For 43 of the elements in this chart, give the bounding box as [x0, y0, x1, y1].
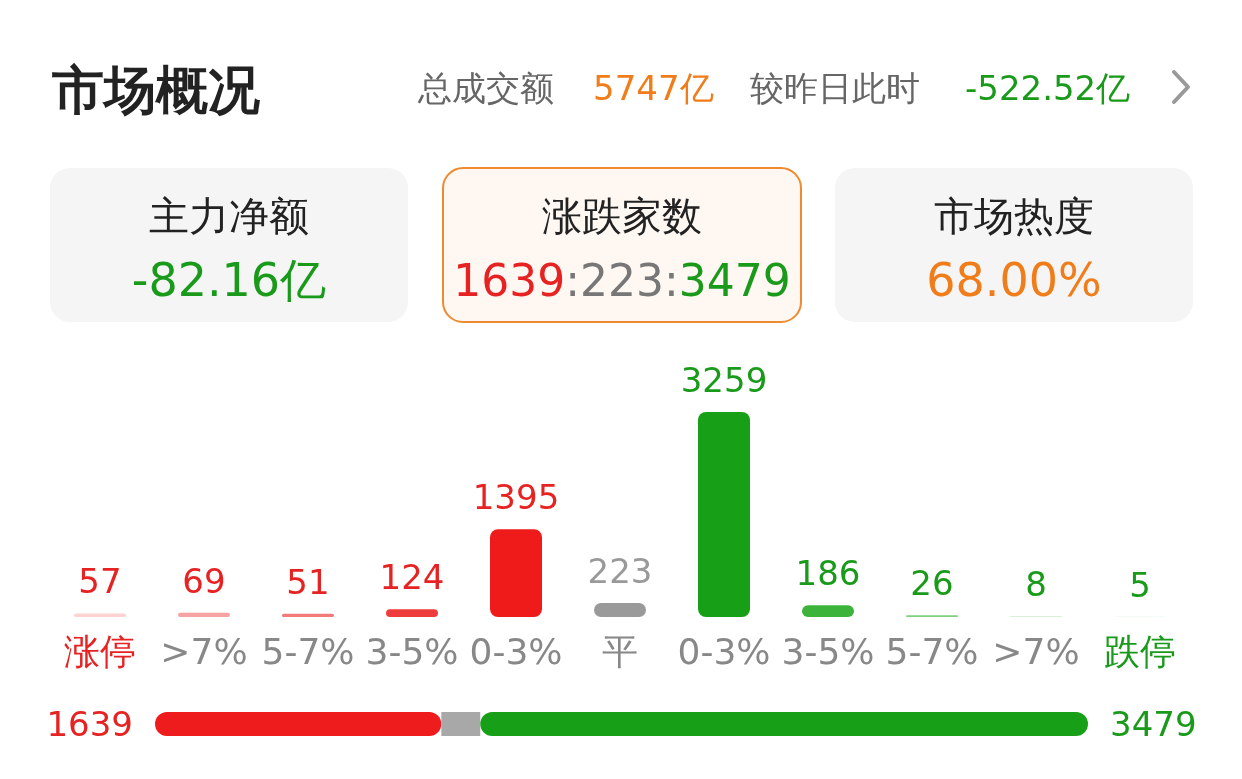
data-label: 186 [795, 553, 861, 594]
data-label: 8 [1025, 564, 1047, 605]
data-label: 1395 [472, 477, 560, 518]
text: 68.00% [926, 253, 1102, 307]
x-tick-label: 5-7% [261, 631, 355, 672]
data-label: 5 [1129, 564, 1151, 605]
data-label: 1639 [46, 704, 133, 744]
x-tick-label: 3-5% [781, 631, 875, 672]
bar [698, 412, 750, 617]
x-tick-label: 平 [602, 631, 638, 672]
x-tick-label: 3-5% [365, 631, 459, 672]
data-label: 69 [182, 560, 226, 601]
data-label: 51 [286, 561, 330, 602]
data-label: 3479 [1110, 704, 1197, 744]
text: 涨跌家数 [542, 193, 702, 239]
text: 主力净额 [149, 193, 309, 239]
data-label: 3259 [680, 360, 768, 400]
bar [802, 605, 854, 617]
text: 较昨日此时 [750, 68, 920, 108]
bar [594, 602, 646, 617]
x-tick-label: 0-3% [677, 631, 771, 672]
text: 1639:223:3479 [453, 255, 791, 306]
x-tick-label: 5-7% [885, 631, 979, 672]
data-label: 26 [910, 563, 954, 604]
text: 5747亿 [593, 68, 714, 108]
bar [282, 613, 334, 617]
data-label: 57 [78, 561, 122, 602]
text: -82.16亿 [131, 253, 327, 307]
bar [178, 612, 230, 617]
bar [386, 609, 438, 617]
x-tick-label: >7% [160, 631, 248, 672]
text: 总成交额 [417, 68, 554, 108]
x-tick-label: 0-3% [469, 631, 563, 672]
text: -522.52亿 [965, 68, 1131, 108]
data-label: 124 [379, 557, 445, 598]
x-tick-label: 涨停 [64, 631, 136, 672]
data-label: 223 [587, 550, 653, 591]
x-tick-label: >7% [992, 631, 1080, 672]
bar [74, 613, 126, 617]
bar [490, 529, 542, 617]
x-tick-label: 跌停 [1104, 631, 1176, 672]
text: 市场概况 [51, 60, 260, 120]
text: 市场热度 [934, 193, 1094, 239]
